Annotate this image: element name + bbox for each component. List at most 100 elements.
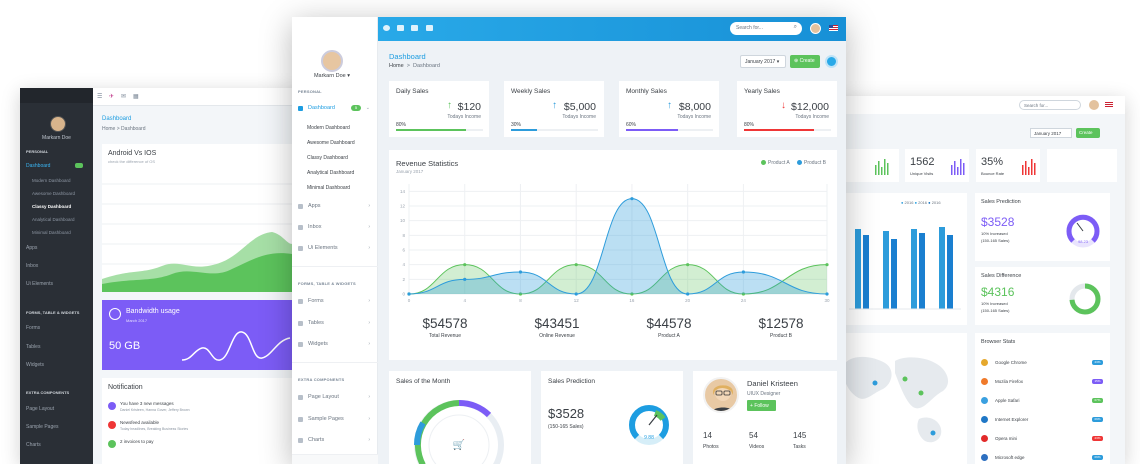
notification-title[interactable]: 2 invoices to pay (120, 439, 154, 444)
widgets-icon (298, 342, 303, 347)
sidebar-item-sample-pages[interactable]: Sample Pages › (298, 416, 374, 426)
avatar[interactable] (50, 116, 66, 132)
create-button[interactable]: Create (1076, 128, 1100, 138)
sidebar-item-page-layout[interactable]: Page Layout › (298, 394, 374, 404)
prediction-range: (150-165 Sales) (981, 238, 1010, 243)
bar-chart-card: ● 2016 ● 2016 ● 2016 (835, 193, 967, 325)
avatar[interactable] (1089, 100, 1099, 110)
mail-icon[interactable]: ✉ (121, 94, 127, 100)
badge (75, 163, 83, 168)
search-icon[interactable]: ⌕ (793, 24, 797, 30)
sidebar-subitem[interactable]: Analytical Dashboard (32, 217, 75, 222)
sidebar-item-tables[interactable]: Tables › (298, 320, 374, 330)
gear-icon[interactable] (825, 55, 838, 68)
sidebar-subitem[interactable]: Awesome Dashboard (307, 140, 355, 146)
chart-legend: ● 2016 ● 2016 ● 2016 (901, 200, 941, 205)
search-input[interactable]: Search for... (1019, 100, 1081, 110)
sidebar-footer (292, 454, 378, 464)
notification-title[interactable]: You have 3 new messages (120, 401, 174, 406)
data-point (463, 263, 467, 267)
sidebar-item-widgets[interactable]: Widgets (26, 362, 45, 368)
sidebar-subitem[interactable]: Awesome Dashboard (32, 191, 75, 196)
breadcrumb: Home > Dashboard (102, 126, 146, 132)
month-select[interactable]: January 2017 ▾ (740, 55, 786, 68)
charts-icon (298, 438, 303, 443)
sidebar-subitem[interactable]: Classy Dashboard (32, 204, 72, 209)
data-point (630, 197, 634, 201)
avatar[interactable] (321, 50, 343, 72)
kpi-percent: 30% (511, 122, 522, 128)
back-left-dashboard: Markarn Doe PERSONAL Dashboard Modern Da… (20, 88, 330, 464)
sidebar-subitem[interactable]: Minimal Dashboard (307, 185, 351, 191)
user-avatar[interactable] (810, 23, 821, 34)
sidebar-item-sample-pages[interactable]: Sample Pages (26, 424, 59, 430)
sidebar-item-widgets[interactable]: Widgets › (298, 341, 374, 351)
sidebar-item-charts[interactable]: Charts › (298, 437, 374, 447)
rocket-icon[interactable] (397, 25, 404, 31)
username[interactable]: Markarn Doe (42, 135, 71, 141)
card-title: Notification (108, 384, 143, 391)
chevron-right-icon: › (368, 437, 370, 443)
section-forms: FORMS, TABLE & WIDGETS (26, 310, 80, 315)
sidebar-subitem[interactable]: Minimal Dashboard (32, 230, 71, 235)
mini-bars (951, 159, 965, 175)
month-select[interactable]: January 2017 (1030, 128, 1072, 138)
kpi-percent: 80% (396, 122, 407, 128)
mini-bars (875, 159, 889, 175)
sidebar-item-charts[interactable]: Charts (26, 442, 41, 448)
ui-elements-icon (298, 246, 303, 251)
kpi-progress (744, 129, 831, 131)
username[interactable]: Markarn Doe ▾ (313, 73, 351, 79)
sidebar-item-tables[interactable]: Tables (26, 344, 41, 350)
kpi-sub: Todays Income (562, 114, 596, 120)
sidebar-item-page-layout[interactable]: Page Layout (26, 406, 55, 412)
grid-icon[interactable]: ▦ (133, 94, 139, 100)
card-title: Sales of the Month (396, 378, 451, 385)
product-b-revenue: $12578 Product B (758, 316, 804, 339)
sidebar-item-apps[interactable]: Apps (26, 245, 38, 251)
photos-count: 14 (703, 431, 712, 440)
x-tick-label: 0 (408, 298, 411, 303)
sidebar-subitem[interactable]: Modern Dashboard (32, 178, 71, 183)
profile-photo (703, 377, 739, 413)
sidebar-subitem[interactable]: Classy Dashboard (307, 155, 348, 161)
sidebar-item-dashboard[interactable]: Dashboard (26, 163, 51, 169)
sidebar-item-apps[interactable]: Apps › (298, 203, 374, 213)
create-button[interactable]: ⊕ Create (790, 55, 820, 68)
sidebar-item-forms[interactable]: Forms › (298, 298, 374, 308)
mail-icon[interactable] (411, 25, 418, 31)
search-input[interactable]: Search for... ⌕ (730, 22, 802, 35)
sales-of-month-card: Sales of the Month 🛒 (389, 371, 531, 464)
badge: 5 (351, 105, 361, 111)
breadcrumb: Home > Dashboard (389, 63, 440, 69)
chevron-right-icon: › (368, 224, 370, 230)
flag-icon[interactable] (829, 25, 838, 31)
cart-icon: 🛒 (453, 438, 465, 451)
follow-button[interactable]: + Follow (747, 400, 776, 411)
notification-title[interactable]: Newsfeed available (120, 420, 160, 425)
sidebar-item-ui-elements[interactable]: Ui Elements › (298, 245, 374, 255)
online-revenue: $43451 Online Revenue (534, 316, 580, 339)
menu-toggle-icon[interactable] (383, 25, 390, 31)
flag-icon[interactable] (1105, 102, 1113, 108)
y-tick-label: 0 (402, 292, 405, 297)
y-tick-label: 14 (400, 189, 406, 194)
x-tick-label: 20 (685, 298, 691, 303)
y-tick-label: 6 (402, 248, 405, 253)
breadcrumb-home[interactable]: Home (102, 126, 116, 132)
data-point (518, 292, 523, 296)
rocket-icon[interactable]: ✈ (109, 94, 115, 100)
sidebar-item-forms[interactable]: Forms (26, 325, 41, 331)
bandwidth-card: Bandwidth usage March 2017 50 GB (102, 300, 292, 370)
data-point (574, 292, 578, 296)
sidebar-item-inbox[interactable]: Inbox › (298, 224, 374, 234)
breadcrumb-home[interactable]: Home (389, 63, 404, 69)
sidebar-subitem[interactable]: Analytical Dashboard (307, 170, 355, 176)
sidebar-subitem[interactable]: Modern Dashboard (307, 125, 350, 131)
sidebar-item-ui-elements[interactable]: Ui Elements (26, 281, 53, 287)
page-title: Dashboard (102, 116, 132, 122)
grid-icon[interactable] (426, 25, 433, 31)
menu-icon[interactable]: ☰ (97, 94, 103, 100)
sidebar-item-inbox[interactable]: Inbox (26, 263, 39, 269)
sidebar-item-dashboard[interactable]: Dashboard 5 ⌄ (298, 105, 374, 115)
